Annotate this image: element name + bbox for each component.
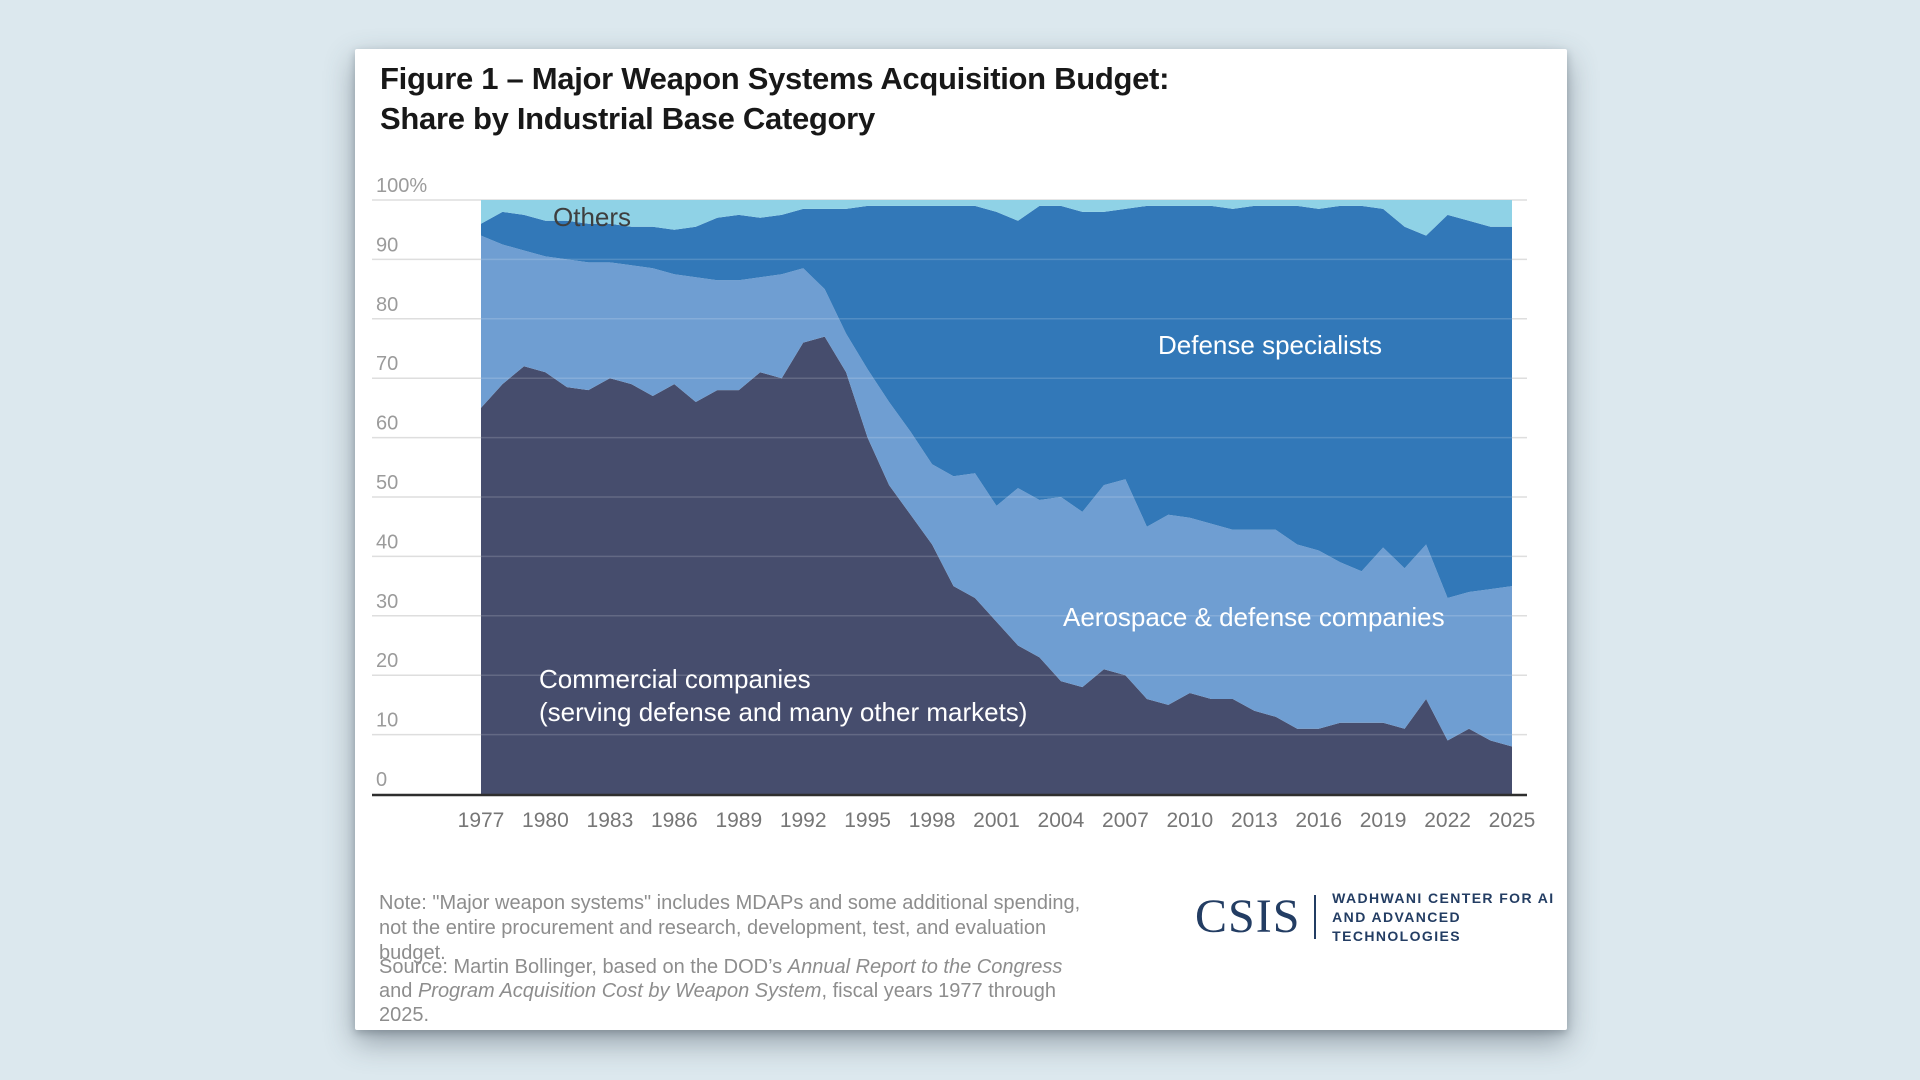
x-tick-label: 1980	[522, 809, 569, 832]
figure-card: Figure 1 – Major Weapon Systems Acquisit…	[355, 49, 1567, 1030]
y-tick-label: 50	[376, 472, 398, 494]
note-text: Note: "Major weapon systems" includes MD…	[379, 892, 1081, 964]
csis-wordmark: CSIS	[1195, 890, 1301, 943]
x-tick-label: 1989	[715, 809, 762, 832]
area-series-3	[481, 200, 1512, 236]
area-series-0	[481, 336, 1512, 794]
series-label-others: Others	[553, 202, 632, 232]
figure-title-line1: Figure 1 – Major Weapon Systems Acquisit…	[380, 61, 1170, 96]
logo-center-name-line2: AND ADVANCED TECHNOLOGIES	[1332, 908, 1461, 944]
y-tick-labels: 0 10 20 30 40 50 60 70 80 90 100%	[376, 175, 427, 791]
series-label-defense-specialists: Defense specialists	[1158, 330, 1382, 360]
figure-title: Figure 1 – Major Weapon Systems Acquisit…	[380, 59, 1169, 139]
x-tick-label: 2022	[1424, 809, 1471, 832]
x-tick-label: 1992	[780, 809, 827, 832]
y-tick-label: 80	[376, 294, 398, 316]
series-label-commercial-companies: Commercial companies (serving defense an…	[539, 664, 1028, 727]
y-tick-label: 90	[376, 234, 398, 256]
area-layers	[481, 200, 1512, 794]
x-tick-label: 1995	[844, 809, 891, 832]
series-label-aerospace-defense-companies: Aerospace & defense companies	[1063, 602, 1445, 632]
area-series-1	[481, 235, 1512, 747]
y-tick-label: 100%	[376, 175, 427, 197]
y-tick-label: 60	[376, 413, 398, 435]
logo-center-name: WADHWANI CENTER FOR AI AND ADVANCED TECH…	[1332, 889, 1567, 946]
x-tick-label: 2019	[1360, 809, 1407, 832]
y-gridlines-overlay	[481, 258, 1512, 736]
y-tick-label: 70	[376, 353, 398, 375]
csis-logo: CSIS WADHWANI CENTER FOR AI AND ADVANCED…	[1195, 889, 1567, 946]
y-tick-label: 30	[376, 591, 398, 613]
x-tick-label: 2025	[1489, 809, 1536, 832]
x-tick-label: 2004	[1038, 809, 1085, 832]
x-tick-label: 2016	[1295, 809, 1342, 832]
x-tick-label: 2013	[1231, 809, 1278, 832]
y-tick-label: 20	[376, 650, 398, 672]
y-tick-label: 0	[376, 769, 387, 791]
x-tick-labels: 1977 1980 1983 1986 1989 1992 1995 1998 2001 2004…	[458, 809, 1536, 832]
source-text: Source: Martin Bollinger, based on the D…	[379, 956, 1063, 1026]
x-tick-label: 1986	[651, 809, 698, 832]
y-tick-label: 10	[376, 710, 398, 732]
x-tick-label: 2001	[973, 809, 1020, 832]
chart-area: 0 10 20 30 40 50 60 70 80 90 100% 1977 1980 1983 1986 1…	[355, 49, 1567, 1030]
x-tick-label: 2010	[1166, 809, 1213, 832]
y-tick-label: 40	[376, 531, 398, 553]
x-tick-label: 1977	[458, 809, 505, 832]
x-tick-label: 1998	[909, 809, 956, 832]
area-series-2	[481, 205, 1512, 598]
figure-title-line2: Share by Industrial Base Category	[380, 101, 875, 136]
x-tick-label: 1983	[587, 809, 634, 832]
x-tick-label: 2007	[1102, 809, 1149, 832]
logo-center-name-line1: WADHWANI CENTER FOR AI	[1332, 889, 1555, 906]
logo-divider	[1314, 895, 1317, 939]
